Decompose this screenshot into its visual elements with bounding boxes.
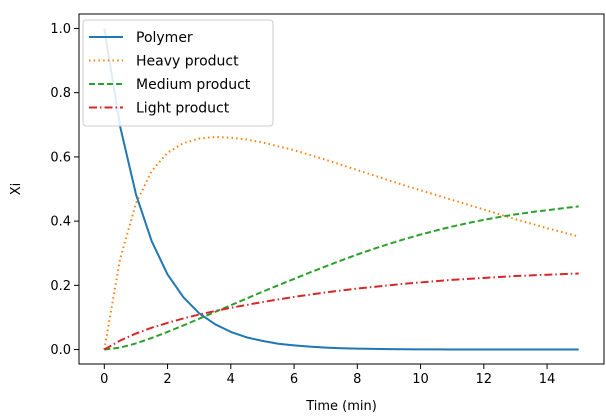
- y-tick-label: 0.4: [50, 215, 71, 230]
- plot-area: [103, 28, 579, 351]
- plot-frame: [78, 13, 605, 365]
- x-tick-label: 8: [353, 372, 361, 387]
- y-tick-label: 0.8: [50, 86, 71, 101]
- axes: 0 2 4 6 8 10 12 14 0.0 0.2 0.4 0.6 0.8 1.0: [50, 13, 605, 387]
- series-line-0: [103, 28, 579, 351]
- x-tick-label: 12: [476, 372, 493, 387]
- y-axis-label: Xi: [9, 183, 24, 196]
- x-tick-label: 6: [290, 372, 298, 387]
- y-tick-label: 1.0: [50, 22, 71, 37]
- x-tick-label: 4: [227, 372, 235, 387]
- series-line-3: [103, 272, 579, 351]
- series-line-1: [103, 135, 579, 350]
- x-tick-label: 2: [163, 372, 171, 387]
- legend-label-0: Polymer: [136, 30, 193, 46]
- series-line-2: [104, 205, 579, 351]
- legend-label-2: Medium product: [136, 77, 251, 93]
- y-tick-label: 0.0: [50, 343, 71, 358]
- x-tick-label: 10: [412, 372, 429, 387]
- x-axis-label: Time (min): [305, 399, 377, 414]
- y-tick-label: 0.2: [50, 279, 71, 294]
- y-tick-label: 0.6: [50, 150, 71, 165]
- legend-label-3: Light product: [136, 101, 230, 117]
- legend-box: [82, 19, 274, 127]
- x-tick-label: 14: [539, 372, 556, 387]
- legend-label-1: Heavy product: [136, 54, 239, 70]
- legend: Polymer Heavy product Medium product Light …: [82, 19, 274, 127]
- x-tick-label: 0: [100, 372, 108, 387]
